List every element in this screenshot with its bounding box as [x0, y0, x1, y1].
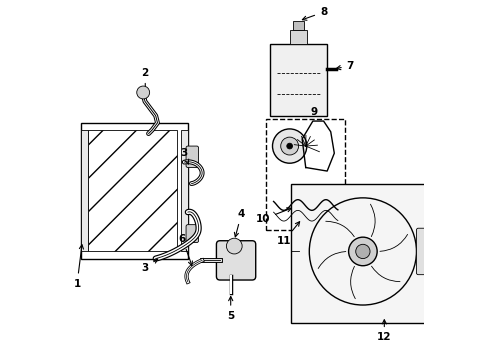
Polygon shape [81, 130, 88, 251]
Circle shape [287, 143, 293, 149]
Circle shape [281, 137, 298, 155]
FancyArrowPatch shape [351, 266, 355, 299]
Text: 11: 11 [277, 222, 299, 246]
FancyArrowPatch shape [326, 221, 354, 237]
Polygon shape [270, 44, 327, 116]
Text: 9: 9 [310, 107, 317, 117]
FancyBboxPatch shape [217, 241, 256, 280]
Text: 6: 6 [179, 234, 193, 266]
Text: 3: 3 [141, 259, 158, 273]
Circle shape [356, 244, 370, 258]
Text: 2: 2 [141, 68, 148, 98]
FancyArrowPatch shape [380, 234, 408, 251]
Circle shape [348, 237, 377, 266]
Text: 10: 10 [256, 208, 291, 224]
Text: 12: 12 [377, 320, 392, 342]
Polygon shape [181, 130, 188, 251]
Circle shape [272, 129, 307, 163]
Polygon shape [88, 130, 177, 251]
FancyBboxPatch shape [186, 225, 198, 243]
Polygon shape [290, 30, 307, 44]
FancyArrowPatch shape [371, 266, 400, 282]
Circle shape [226, 238, 242, 254]
Text: 7: 7 [337, 61, 354, 71]
Text: 1: 1 [74, 245, 83, 289]
FancyArrowPatch shape [370, 204, 375, 237]
FancyBboxPatch shape [186, 146, 198, 167]
Text: 3: 3 [181, 148, 189, 164]
FancyArrowPatch shape [318, 252, 346, 269]
Polygon shape [292, 184, 431, 323]
Polygon shape [293, 21, 304, 30]
FancyBboxPatch shape [416, 228, 431, 275]
Text: 8: 8 [302, 7, 327, 20]
Circle shape [137, 86, 149, 99]
Text: 4: 4 [234, 209, 245, 237]
Text: 5: 5 [227, 297, 234, 321]
